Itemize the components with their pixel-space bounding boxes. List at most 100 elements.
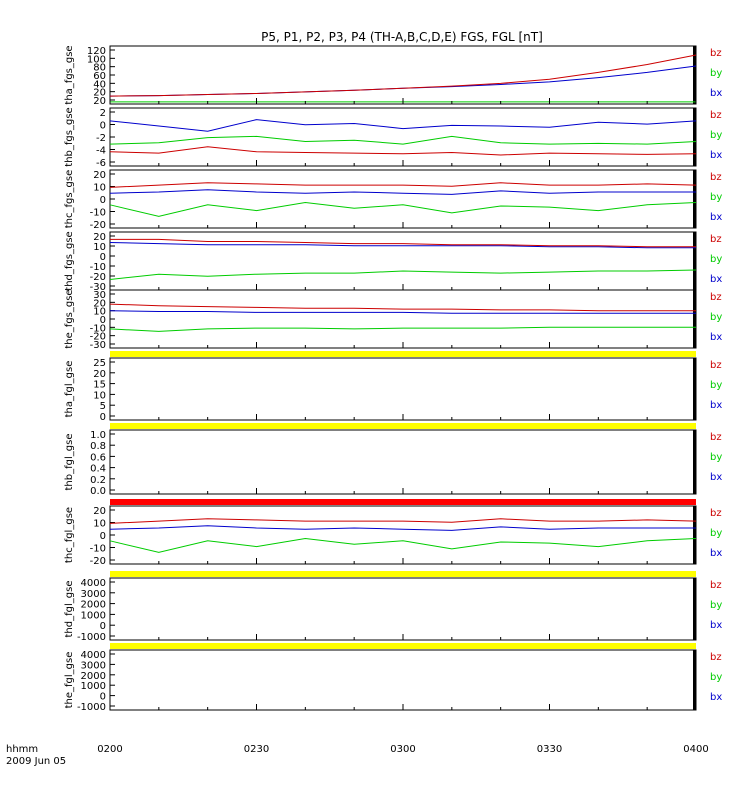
y-tick-label: 2 xyxy=(100,108,106,119)
series-line-bx xyxy=(109,525,696,531)
data-flag-bar xyxy=(110,423,696,429)
panel-ylabel: thb_fgl_gse xyxy=(64,434,75,491)
panel-ylabel: tha_fgs_gse xyxy=(64,45,75,104)
legend-bx: bx xyxy=(710,472,722,483)
y-tick-label: 0 xyxy=(100,252,106,263)
legend-bx: bx xyxy=(710,150,722,161)
series-line-bx xyxy=(109,189,696,195)
y-tick-label: -20 xyxy=(90,272,106,283)
y-tick-label: 0 xyxy=(100,195,106,206)
legend-by: by xyxy=(710,254,722,265)
y-tick-label: -20 xyxy=(90,220,106,231)
y-tick-label: 2000 xyxy=(81,600,106,611)
series-line-bz xyxy=(109,54,697,97)
y-tick-label: 3000 xyxy=(81,660,106,671)
y-tick-label: 120 xyxy=(87,46,106,57)
panel-ylabel: thb_fgs_gse xyxy=(64,107,75,166)
panel-ylabel: thc_fgs_gse xyxy=(64,170,75,229)
y-tick-label: 0 xyxy=(100,692,106,703)
y-tick-label: 0.6 xyxy=(90,452,106,463)
y-tick-label: -6 xyxy=(96,158,106,169)
y-tick-label: -1000 xyxy=(77,702,106,713)
y-tick-label: 4000 xyxy=(81,650,106,661)
y-tick-label: -10 xyxy=(90,262,106,273)
legend-bz: bz xyxy=(710,172,722,183)
panel-frame xyxy=(109,107,697,167)
legend-by: by xyxy=(710,130,722,141)
x-tick-label: 0230 xyxy=(244,744,269,755)
panel-right-edge xyxy=(693,170,696,228)
panel-ylabel: tha_fgl_gse xyxy=(64,361,75,418)
data-flag-bar xyxy=(110,643,696,649)
data-flag-bar xyxy=(110,499,696,505)
legend-by: by xyxy=(710,528,722,539)
series-line-by xyxy=(109,269,697,280)
y-tick-label: 25 xyxy=(93,358,106,369)
panel-3: thc_fgs_gse -20-10 010 20 bz by bx xyxy=(64,169,722,231)
panel-7: thb_fgl_gse 0.00.20.40.60.81.0 bz by bx xyxy=(64,423,722,497)
legend-by: by xyxy=(710,452,722,463)
panel-8: thc_fgl_gse -20-10 010 20 bz by bx xyxy=(64,499,722,567)
x-tick-label: 0200 xyxy=(97,744,122,755)
legend-bz: bz xyxy=(710,508,722,519)
y-tick-label: 0 xyxy=(100,121,106,132)
legend-by: by xyxy=(710,312,722,323)
legend-bz: bz xyxy=(710,110,722,121)
x-tick-label: 0330 xyxy=(537,744,562,755)
y-tick-label: 20 xyxy=(93,170,106,181)
legend-bx: bx xyxy=(710,548,722,559)
panel-frame xyxy=(109,169,697,229)
legend-bz: bz xyxy=(710,234,722,245)
y-tick-label: -20 xyxy=(90,332,106,343)
panel-frame xyxy=(109,505,697,565)
y-tick-label: 10 xyxy=(93,307,106,318)
panel-right-edge xyxy=(693,650,696,710)
panel-ylabel: thc_fgl_gse xyxy=(64,507,75,563)
y-tick-label: 1000 xyxy=(81,610,106,621)
legend-bz: bz xyxy=(710,432,722,443)
y-tick-label: 40 xyxy=(93,79,106,90)
y-tick-label: 5 xyxy=(100,401,106,412)
y-tick-label: 2000 xyxy=(81,671,106,682)
panel-right-edge xyxy=(693,506,696,564)
panel-right-edge xyxy=(693,46,696,104)
y-tick-label: 10 xyxy=(93,519,106,530)
y-tick-label: -10 xyxy=(90,208,106,219)
y-tick-label: 4000 xyxy=(81,578,106,589)
y-tick-label: 20 xyxy=(93,88,106,99)
panel-ylabel: thd_fgs_gse xyxy=(64,231,75,290)
series-line-by xyxy=(109,326,696,332)
legend-bx: bx xyxy=(710,400,722,411)
y-tick-label: 15 xyxy=(93,380,106,391)
legend-by: by xyxy=(710,192,722,203)
y-tick-label: 0 xyxy=(100,621,106,632)
legend-by: by xyxy=(710,672,722,683)
time-axis: hhmm 2009 Jun 05 0200 0230 0300 0330 0400 xyxy=(6,744,709,767)
y-tick-label: 20 xyxy=(93,506,106,517)
legend-bz: bz xyxy=(710,48,722,59)
legend-bz: bz xyxy=(710,652,722,663)
y-tick-label: 1.0 xyxy=(90,430,106,441)
y-tick-label: 30 xyxy=(93,290,106,301)
x-tick-label: 0300 xyxy=(390,744,415,755)
y-tick-label: 0 xyxy=(100,315,106,326)
y-tick-label: -30 xyxy=(90,340,106,351)
y-tick-label: 0.0 xyxy=(90,486,106,497)
panel-frame xyxy=(109,289,697,349)
legend-by: by xyxy=(710,600,722,611)
series-line-bz xyxy=(109,303,696,312)
y-tick-label: 1000 xyxy=(81,681,106,692)
y-tick-label: -1000 xyxy=(77,632,106,643)
legend-bx: bx xyxy=(710,332,722,343)
legend-bz: bz xyxy=(710,360,722,371)
panel-right-edge xyxy=(693,232,696,290)
legend-bx: bx xyxy=(710,692,722,703)
y-tick-label: 20 xyxy=(93,369,106,380)
panel-right-edge xyxy=(693,578,696,640)
y-tick-label: 10 xyxy=(93,242,106,253)
y-tick-label: 0 xyxy=(100,531,106,542)
